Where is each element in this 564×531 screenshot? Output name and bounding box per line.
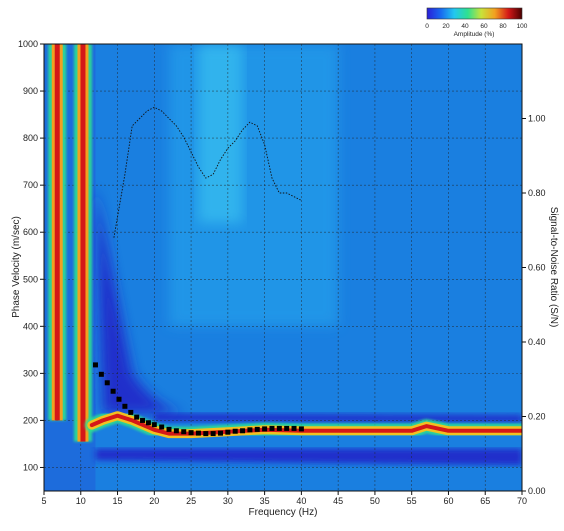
- y2-tick-label: 0.00: [528, 486, 546, 496]
- colorbar-label: Amplitude (%): [454, 31, 495, 38]
- picked-point: [134, 414, 140, 420]
- y2-tick-label: 0.40: [528, 337, 546, 347]
- y2-tick-label: 0.60: [528, 263, 546, 273]
- colorbar-tick-label: 40: [461, 23, 469, 30]
- x-tick-label: 10: [76, 496, 86, 506]
- picked-point: [145, 420, 151, 426]
- colorbar-tick-label: 60: [480, 23, 488, 30]
- picked-point: [151, 422, 157, 428]
- y-tick-label: 800: [23, 133, 38, 143]
- colorbar-tick-label: 80: [499, 23, 507, 30]
- picked-point: [104, 380, 110, 386]
- picked-point: [195, 430, 201, 436]
- picked-point: [98, 371, 104, 377]
- colorbar-tick-label: 20: [442, 23, 450, 30]
- picked-point: [116, 396, 122, 402]
- y2-tick-label: 1.00: [528, 114, 546, 124]
- x-tick-label: 25: [186, 496, 196, 506]
- colorbar-tick-label: 100: [517, 23, 528, 30]
- y2-axis-label: Signal-to-Noise Ratio (S/N): [548, 207, 559, 328]
- y-tick-label: 600: [23, 227, 38, 237]
- picked-point: [92, 362, 98, 368]
- picked-point: [262, 426, 268, 432]
- x-tick-label: 45: [333, 496, 343, 506]
- picked-point: [140, 417, 146, 423]
- picked-point: [128, 409, 134, 415]
- colorbar-legend: Amplitude (%) 0 20 40 60 80 100: [425, 7, 528, 38]
- ridge-core: [54, 44, 60, 421]
- snr-curve: [113, 106, 302, 238]
- y2-tick-label: 0.80: [528, 188, 546, 198]
- x-tick-label: 5: [41, 496, 46, 506]
- picked-point: [276, 425, 282, 431]
- x-axis-label: Frequency (Hz): [249, 507, 318, 518]
- picked-point: [254, 426, 260, 432]
- x-tick-label: 50: [370, 496, 380, 506]
- picked-point: [159, 424, 165, 430]
- y-tick-label: 400: [23, 321, 38, 331]
- heatmap-dark-band-lower: [95, 448, 522, 466]
- x-tick-label: 55: [407, 496, 417, 506]
- picked-point: [122, 403, 128, 409]
- picked-point: [188, 430, 194, 436]
- picked-point: [181, 429, 187, 435]
- picked-point: [173, 428, 179, 434]
- y-tick-label: 200: [23, 415, 38, 425]
- data-marks: [48, 44, 522, 442]
- picked-point: [284, 425, 290, 431]
- x-tick-label: 70: [517, 496, 527, 506]
- picked-point: [298, 426, 304, 432]
- picked-point: [217, 430, 223, 436]
- x-tick-label: 15: [113, 496, 123, 506]
- heatmap-light-band: [198, 44, 243, 223]
- colorbar-tick-label: 0: [425, 23, 429, 30]
- ridge-core: [80, 44, 86, 442]
- picked-point: [110, 388, 116, 394]
- picked-point: [232, 428, 238, 434]
- axes: 5 10 15 20 25 30 35 40 45 50 55 60 65 70 100 200 300 400 5…: [18, 39, 546, 506]
- y-tick-label: 1000: [18, 39, 38, 49]
- picked-point: [240, 428, 246, 434]
- y-tick-label: 100: [23, 462, 38, 472]
- picked-point: [291, 425, 297, 431]
- picked-point: [166, 426, 172, 432]
- y-axis-label: Phase Velocity (m/sec): [11, 216, 22, 318]
- x-tick-label: 60: [443, 496, 453, 506]
- y-tick-label: 700: [23, 180, 38, 190]
- x-tick-label: 30: [223, 496, 233, 506]
- y-tick-label: 300: [23, 368, 38, 378]
- picked-point: [225, 429, 231, 435]
- x-tick-label: 40: [296, 496, 306, 506]
- picked-point: [203, 431, 209, 437]
- x-tick-label: 20: [149, 496, 159, 506]
- x-tick-label: 65: [480, 496, 490, 506]
- y-tick-label: 500: [23, 274, 38, 284]
- y-tick-label: 900: [23, 86, 38, 96]
- y2-tick-label: 0.20: [528, 412, 546, 422]
- x-tick-label: 35: [260, 496, 270, 506]
- picked-point: [247, 427, 253, 433]
- colorbar-gradient: [426, 7, 523, 20]
- picked-point: [269, 425, 275, 431]
- picked-point: [210, 431, 216, 437]
